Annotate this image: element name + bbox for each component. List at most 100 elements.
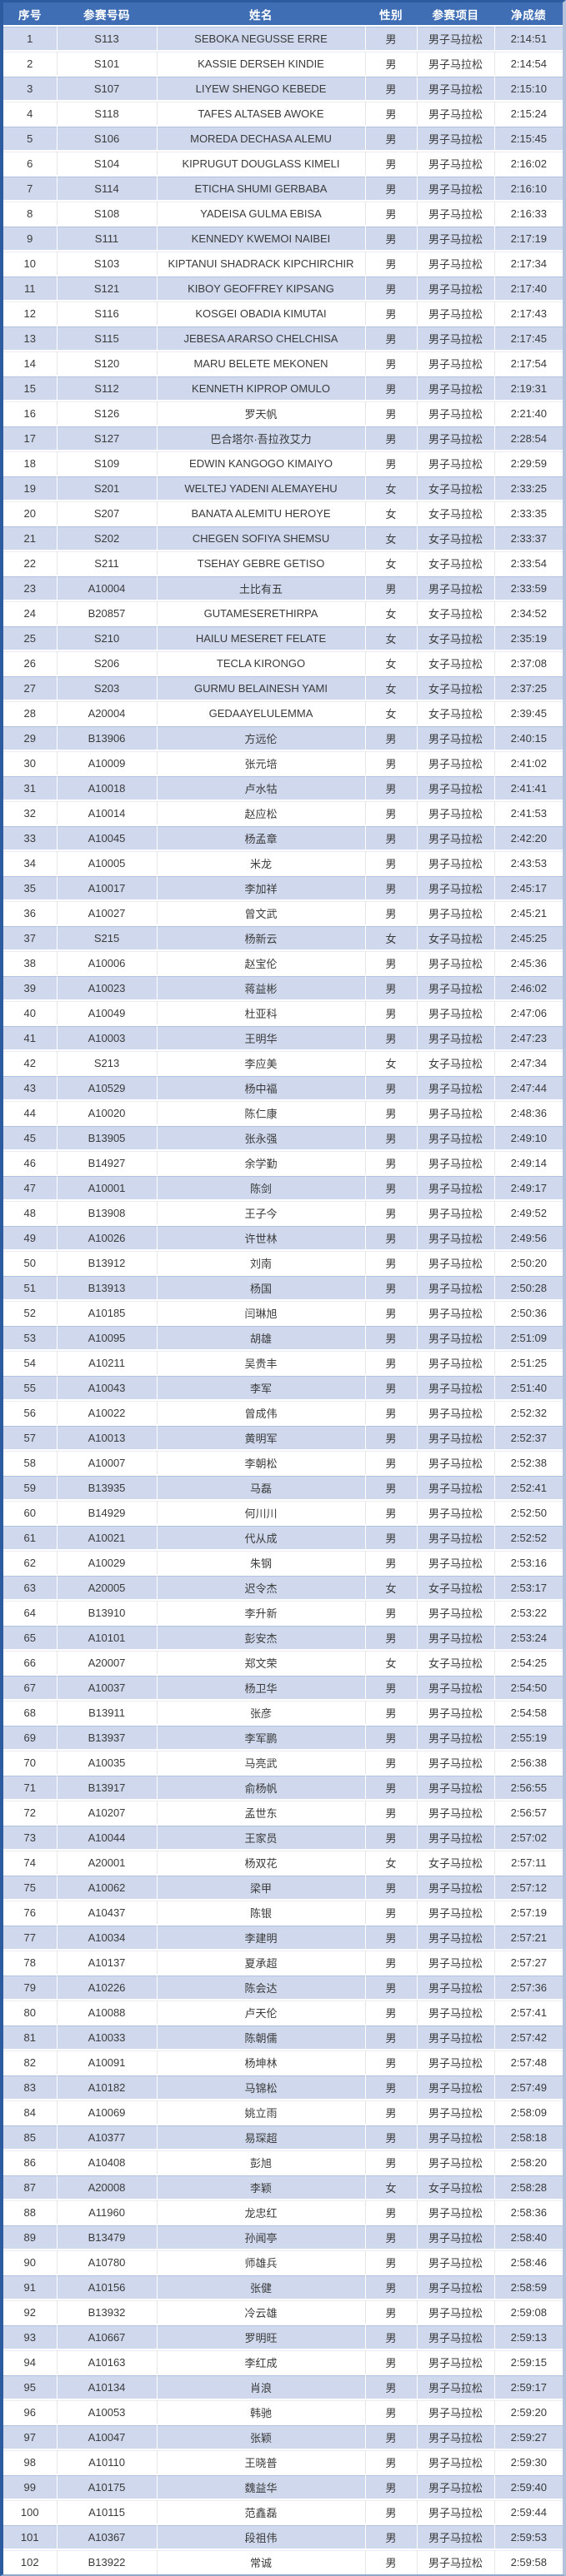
cell-event: 男子马拉松: [417, 1274, 495, 1300]
table-row: 59 B13935 马磊男男子马拉松 2:52:41: [3, 1474, 563, 1500]
cell-bib: A10009: [57, 750, 158, 775]
cell-bib: A10020: [57, 1099, 158, 1125]
cell-bib: A20008: [57, 2174, 158, 2200]
table-row: 30 A10009 张元培男男子马拉松 2:41:02: [3, 750, 563, 775]
cell-time: 2:59:44: [494, 2499, 563, 2524]
cell-event: 男子马拉松: [417, 1549, 495, 1575]
cell-index: 20: [3, 500, 58, 526]
cell-bib: S111: [57, 225, 158, 251]
cell-index: 66: [3, 1649, 58, 1675]
table-row: 5 S106 MOREDA DECHASA ALEMU 男男子马拉松 2:15:45: [3, 125, 563, 151]
cell-gender: 女: [365, 924, 418, 950]
cell-gender: 男: [365, 1974, 418, 2000]
cell-time: 2:57:41: [494, 1999, 563, 2025]
table-row: 78 A10137 夏承超男男子马拉松 2:57:27: [3, 1949, 563, 1975]
cell-bib: A10115: [57, 2499, 158, 2524]
cell-event: 男子马拉松: [417, 1299, 495, 1325]
cell-name: 夏承超: [157, 1949, 366, 1975]
cell-time: 2:15:24: [494, 100, 563, 126]
cell-event: 女子马拉松: [417, 525, 495, 551]
table-row: 96 A10053 韩驰男男子马拉松 2:59:20: [3, 2399, 563, 2424]
cell-index: 52: [3, 1299, 58, 1325]
cell-event: 男子马拉松: [417, 575, 495, 600]
cell-time: 2:47:06: [494, 999, 563, 1025]
cell-index: 69: [3, 1724, 58, 1750]
cell-event: 女子马拉松: [417, 1849, 495, 1875]
table-row: 74 A20001 杨双花女女子马拉松 2:57:11: [3, 1849, 563, 1875]
cell-name: TSEHAY GEBRE GETISO: [157, 550, 366, 575]
table-row: 65 A10101 彭安杰男男子马拉松 2:53:24: [3, 1624, 563, 1650]
cell-gender: 男: [365, 1374, 418, 1400]
cell-index: 61: [3, 1524, 58, 1550]
cell-event: 男子马拉松: [417, 1174, 495, 1200]
results-tbody: 1 S113 SEBOKA NEGUSSE ERRE 男男子马拉松 2:14:51 2 S1…: [3, 25, 563, 2574]
cell-time: 2:58:28: [494, 2174, 563, 2200]
cell-time: 2:57:12: [494, 1874, 563, 1900]
cell-gender: 男: [365, 1324, 418, 1350]
cell-index: 35: [3, 874, 58, 900]
cell-index: 8: [3, 200, 58, 226]
cell-bib: B14927: [57, 1149, 158, 1175]
cell-bib: A10049: [57, 999, 158, 1025]
cell-bib: A10667: [57, 2324, 158, 2349]
table-row: 6 S104 KIPRUGUT DOUGLASS KIMELI 男男子马拉松 2:16:…: [3, 150, 563, 176]
table-row: 87 A20008 李颖女女子马拉松 2:58:28: [3, 2174, 563, 2200]
cell-gender: 男: [365, 1274, 418, 1300]
cell-name: TAFES ALTASEB AWOKE: [157, 100, 366, 126]
cell-name: 李红成: [157, 2349, 366, 2374]
cell-name: 赵宝伦: [157, 949, 366, 975]
cell-bib: A10047: [57, 2424, 158, 2449]
table-row: 17 S127 巴合塔尔·吾拉孜艾力男男子马拉松 2:28:54: [3, 425, 563, 451]
cell-index: 12: [3, 300, 58, 326]
cell-time: 2:49:52: [494, 1199, 563, 1225]
cell-index: 76: [3, 1899, 58, 1925]
cell-time: 2:45:21: [494, 899, 563, 925]
cell-event: 男子马拉松: [417, 1149, 495, 1175]
cell-time: 2:45:17: [494, 874, 563, 900]
cell-time: 2:17:45: [494, 325, 563, 351]
cell-index: 93: [3, 2324, 58, 2349]
cell-bib: A20007: [57, 1649, 158, 1675]
cell-gender: 男: [365, 2449, 418, 2474]
cell-time: 2:47:23: [494, 1024, 563, 1050]
cell-event: 男子马拉松: [417, 1224, 495, 1250]
cell-name: 杨卫华: [157, 1674, 366, 1700]
cell-bib: A10053: [57, 2399, 158, 2424]
cell-bib: A10022: [57, 1399, 158, 1425]
table-row: 98 A10110 王晓普男男子马拉松 2:59:30: [3, 2449, 563, 2474]
cell-bib: A20004: [57, 700, 158, 725]
cell-bib: A10018: [57, 775, 158, 800]
cell-bib: A10045: [57, 825, 158, 850]
cell-time: 2:52:41: [494, 1474, 563, 1500]
cell-bib: A10004: [57, 575, 158, 600]
table-row: 50 B13912 刘南男男子马拉松 2:50:20: [3, 1249, 563, 1275]
cell-time: 2:55:19: [494, 1724, 563, 1750]
header-event: 参赛项目: [417, 2, 494, 27]
cell-event: 男子马拉松: [417, 2374, 495, 2399]
cell-gender: 男: [365, 2349, 418, 2374]
cell-bib: A10027: [57, 899, 158, 925]
cell-name: 郑文荣: [157, 1649, 366, 1675]
cell-gender: 男: [365, 1249, 418, 1275]
table-row: 71 B13917 俞杨帆男男子马拉松 2:56:55: [3, 1774, 563, 1800]
cell-name: 陈朝儒: [157, 2024, 366, 2050]
cell-bib: A10035: [57, 1749, 158, 1775]
cell-name: 魏益华: [157, 2474, 366, 2499]
cell-event: 男子马拉松: [417, 1399, 495, 1425]
cell-name: 张彦: [157, 1699, 366, 1725]
cell-bib: A10001: [57, 1174, 158, 1200]
table-row: 89 B13479 孙闻亭男男子马拉松 2:58:40: [3, 2224, 563, 2250]
cell-time: 2:46:02: [494, 974, 563, 1000]
cell-bib: A10013: [57, 1424, 158, 1450]
table-row: 8 S108 YADEISA GULMA EBISA 男男子马拉松 2:16:33: [3, 200, 563, 226]
cell-index: 9: [3, 225, 58, 251]
cell-event: 男子马拉松: [417, 2549, 495, 2574]
cell-index: 49: [3, 1224, 58, 1250]
cell-name: 杜亚科: [157, 999, 366, 1025]
table-row: 82 A10091 杨坤林男男子马拉松 2:57:48: [3, 2049, 563, 2075]
cell-index: 25: [3, 625, 58, 650]
cell-index: 47: [3, 1174, 58, 1200]
cell-index: 75: [3, 1874, 58, 1900]
cell-gender: 男: [365, 275, 418, 301]
cell-time: 2:37:25: [494, 675, 563, 700]
